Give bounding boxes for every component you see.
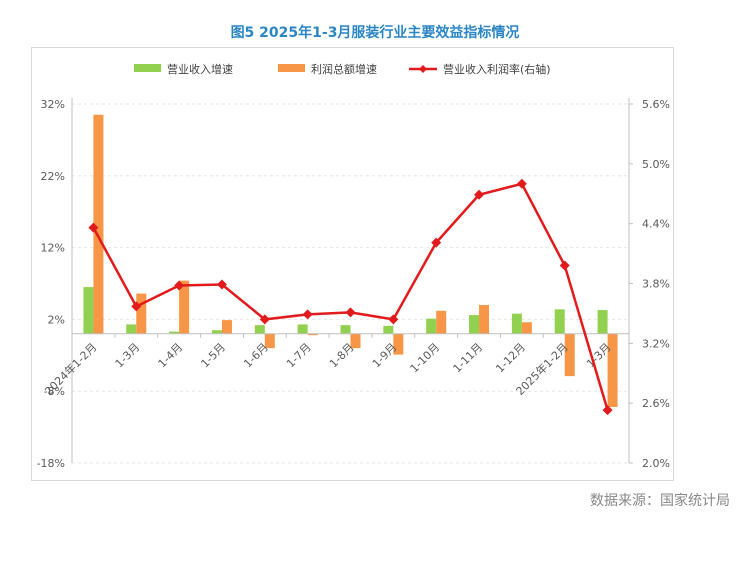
y-left-tick-label: 22% — [41, 170, 65, 183]
y-right-tick-label: 2.6% — [642, 397, 670, 410]
x-category-label: 1-11月 — [451, 341, 486, 376]
revenue-growth-bar — [511, 313, 522, 334]
revenue-growth-bar — [597, 310, 608, 334]
revenue-growth-bar — [254, 325, 265, 334]
y-right-tick-label: 2.0% — [642, 457, 670, 470]
profit-growth-bar — [393, 333, 404, 355]
revenue-growth-bar — [297, 324, 308, 334]
y-right-tick-label: 4.4% — [642, 218, 670, 231]
legend-marker — [419, 65, 427, 73]
revenue-growth-bar — [211, 330, 222, 334]
y-left-tick-label: 32% — [41, 98, 65, 111]
y-right-tick-label: 5.6% — [642, 98, 670, 111]
profit-margin-point — [174, 280, 185, 291]
revenue-growth-bar — [383, 325, 394, 334]
profit-margin-point — [388, 314, 399, 325]
chart-title: 图5 2025年1-3月服装行业主要效益指标情况 — [230, 25, 520, 41]
revenue-growth-bar — [554, 309, 565, 334]
x-category-label: 1-12月 — [493, 341, 528, 376]
profit-growth-bar — [136, 293, 147, 334]
x-category-label: 1-3月 — [113, 341, 143, 371]
profit-growth-bar — [307, 333, 318, 336]
profit-margin-point — [259, 314, 270, 325]
y-right-tick-label: 3.8% — [642, 278, 670, 291]
profit-growth-bar — [179, 280, 190, 334]
profit-growth-bar — [93, 114, 104, 334]
profit-growth-bar — [350, 333, 361, 349]
y-left-tick-label: 2% — [48, 313, 65, 326]
profit-margin-point — [345, 307, 356, 318]
revenue-growth-bar — [83, 287, 94, 334]
legend-swatch — [134, 64, 161, 72]
profit-margin-point — [431, 237, 442, 248]
profit-margin-point — [602, 405, 613, 416]
legend-label: 利润总额增速 — [311, 62, 377, 76]
y-left-tick-label: 12% — [41, 242, 65, 255]
source-note: 数据来源：国家统计局 — [590, 493, 730, 509]
profit-growth-bar — [607, 333, 618, 407]
profit-growth-bar — [479, 305, 490, 334]
profit-growth-bar — [564, 333, 575, 377]
profit-margin-point — [302, 309, 313, 320]
y-right-tick-label: 5.0% — [642, 158, 670, 171]
profit-growth-bar — [221, 320, 232, 334]
y-right-tick-label: 3.2% — [642, 337, 670, 350]
profit-margin-point — [474, 189, 485, 200]
x-category-label: 1-4月 — [156, 341, 186, 371]
revenue-growth-bar — [169, 331, 180, 334]
profit-growth-bar — [436, 310, 447, 334]
profit-margin-point — [216, 279, 227, 290]
profit-margin-point — [88, 222, 99, 233]
x-category-label: 2024年1-2月 — [42, 340, 100, 398]
revenue-growth-bar — [469, 315, 480, 334]
y-left-tick-label: -18% — [37, 457, 65, 470]
profit-growth-bar — [521, 322, 532, 334]
x-category-label: 1-10月 — [408, 341, 443, 376]
legend-label: 营业收入增速 — [167, 62, 233, 76]
profit-growth-bar — [264, 333, 275, 349]
profit-margin-point — [559, 260, 570, 271]
x-category-label: 1-7月 — [284, 341, 314, 371]
revenue-growth-bar — [340, 325, 351, 334]
legend-label: 营业收入利润率(右轴) — [443, 62, 551, 76]
profit-margin-point — [131, 301, 142, 312]
profit-margin-point — [516, 178, 527, 189]
x-category-label: 1-5月 — [198, 341, 228, 371]
legend-swatch — [278, 64, 305, 72]
y-left-tick-label: -8% — [44, 385, 65, 398]
revenue-growth-bar — [426, 318, 437, 334]
revenue-growth-bar — [126, 324, 137, 334]
